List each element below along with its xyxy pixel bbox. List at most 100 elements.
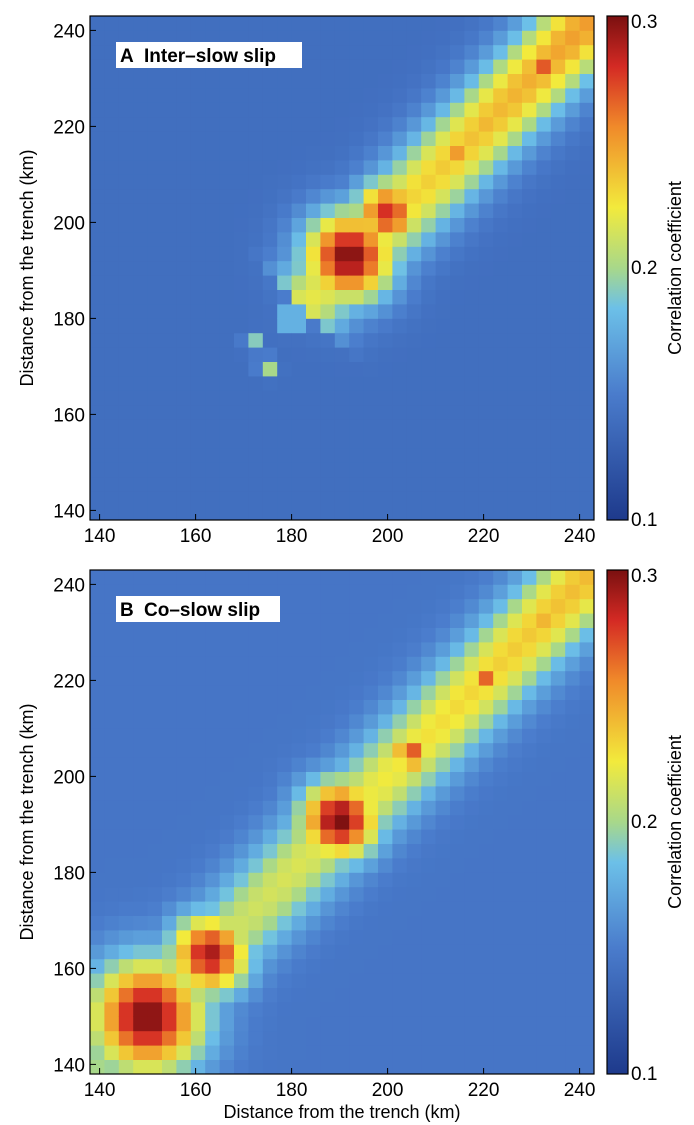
heatmap-cell — [306, 814, 321, 830]
panel-label-box-a: A Inter–slow slip — [116, 42, 302, 68]
heatmap-cell — [378, 433, 393, 449]
heatmap-cell — [493, 570, 508, 585]
heatmap-cell — [162, 570, 177, 585]
heatmap-cell — [118, 145, 134, 161]
heatmap-cell — [565, 728, 580, 744]
heatmap-cell — [234, 1016, 249, 1032]
heatmap-cell — [493, 1059, 508, 1075]
heatmap-cell — [277, 16, 292, 31]
heatmap-cell — [277, 188, 292, 204]
heatmap-cell — [306, 1002, 321, 1017]
heatmap-cell — [478, 714, 494, 729]
heatmap-cell — [176, 843, 192, 859]
heatmap-cell — [579, 390, 595, 406]
heatmap-cell — [104, 102, 120, 118]
heatmap-cell — [363, 203, 379, 218]
heatmap-cell — [320, 188, 336, 204]
heatmap-cell — [349, 217, 364, 233]
heatmap-cell — [262, 232, 278, 247]
heatmap-cell — [334, 88, 350, 103]
heatmap-cell — [162, 656, 177, 672]
heatmap-cell — [320, 786, 336, 801]
heatmap-cell — [464, 145, 480, 161]
heatmap-cell — [522, 901, 537, 916]
heatmap-cell — [550, 462, 566, 478]
heatmap-cell — [262, 771, 278, 787]
heatmap-cell — [176, 217, 192, 233]
heatmap-cell — [435, 714, 451, 729]
heatmap-cell — [349, 872, 364, 888]
heatmap-cell — [522, 145, 537, 161]
heatmap-cell — [349, 505, 364, 521]
heatmap-cell — [104, 627, 120, 643]
heatmap-cell — [205, 944, 220, 960]
heatmap-cell — [363, 145, 379, 161]
heatmap-cell — [320, 505, 336, 521]
heatmap-cell — [363, 1045, 379, 1060]
heatmap-cell — [493, 987, 508, 1003]
heatmap-cell — [104, 332, 120, 348]
heatmap-cell — [478, 771, 494, 787]
heatmap-cell — [162, 404, 177, 420]
heatmap-cell — [277, 433, 292, 449]
heatmap-cell — [306, 757, 321, 772]
heatmap-cell — [133, 1002, 148, 1017]
heatmap-a — [90, 16, 595, 521]
colorbar-a: 0.3 0.2 0.1 Correlation coefficient — [606, 12, 685, 531]
heatmap-cell — [320, 217, 336, 233]
heatmap-cell — [334, 1059, 350, 1075]
heatmap-cell — [378, 304, 393, 319]
heatmap-cell — [190, 188, 206, 204]
heatmap-cell — [334, 376, 350, 391]
heatmap-cell — [406, 44, 422, 60]
heatmap-cell — [579, 786, 595, 801]
heatmap-cell — [291, 275, 307, 290]
heatmap-cell — [291, 419, 307, 434]
heatmap-cell — [478, 491, 494, 506]
heatmap-cell — [579, 275, 595, 290]
heatmap-cell — [478, 304, 494, 319]
heatmap-cell — [565, 203, 580, 218]
heatmap-cell — [579, 670, 595, 686]
heatmap-cell — [306, 73, 321, 89]
heatmap-cell — [435, 404, 451, 420]
heatmap-cell — [406, 771, 422, 787]
heatmap-cell — [536, 656, 552, 672]
heatmap-cell — [248, 901, 264, 916]
heatmap-cell — [435, 901, 451, 916]
heatmap-cell — [320, 728, 336, 744]
heatmap-cell — [392, 814, 408, 830]
heatmap-cell — [133, 699, 148, 715]
heatmap-cell — [133, 930, 148, 945]
heatmap-cell — [363, 102, 379, 118]
heatmap-cell — [522, 670, 537, 686]
heatmap-cell — [421, 246, 436, 262]
heatmap-cell — [493, 930, 508, 945]
heatmap-cell — [90, 814, 105, 830]
heatmap-cell — [507, 188, 523, 204]
heatmap-cell — [291, 160, 307, 175]
heatmap-cell — [349, 757, 364, 772]
heatmap-cell — [234, 872, 249, 888]
heatmap-cell — [234, 1045, 249, 1060]
heatmap-cell — [234, 188, 249, 204]
heatmap-cell — [162, 814, 177, 830]
heatmap-cell — [104, 361, 120, 377]
heatmap-cell — [205, 1030, 220, 1046]
heatmap-cell — [421, 886, 436, 902]
heatmap-cell — [450, 800, 465, 816]
heatmap-cell — [378, 448, 393, 463]
heatmap-cell — [306, 598, 321, 614]
heatmap-cell — [550, 145, 566, 161]
heatmap-cell — [219, 174, 235, 190]
colorbar-tick-mid-a: 0.2 — [631, 258, 657, 279]
heatmap-cell — [306, 642, 321, 657]
heatmap-cell — [536, 742, 552, 758]
heatmap-cell — [104, 88, 120, 103]
heatmap-cell — [234, 1002, 249, 1017]
heatmap-cell — [277, 505, 292, 521]
heatmap-cell — [435, 44, 451, 60]
heatmap-cell — [219, 728, 235, 744]
heatmap-cell — [104, 670, 120, 686]
heatmap-cell — [118, 260, 134, 276]
